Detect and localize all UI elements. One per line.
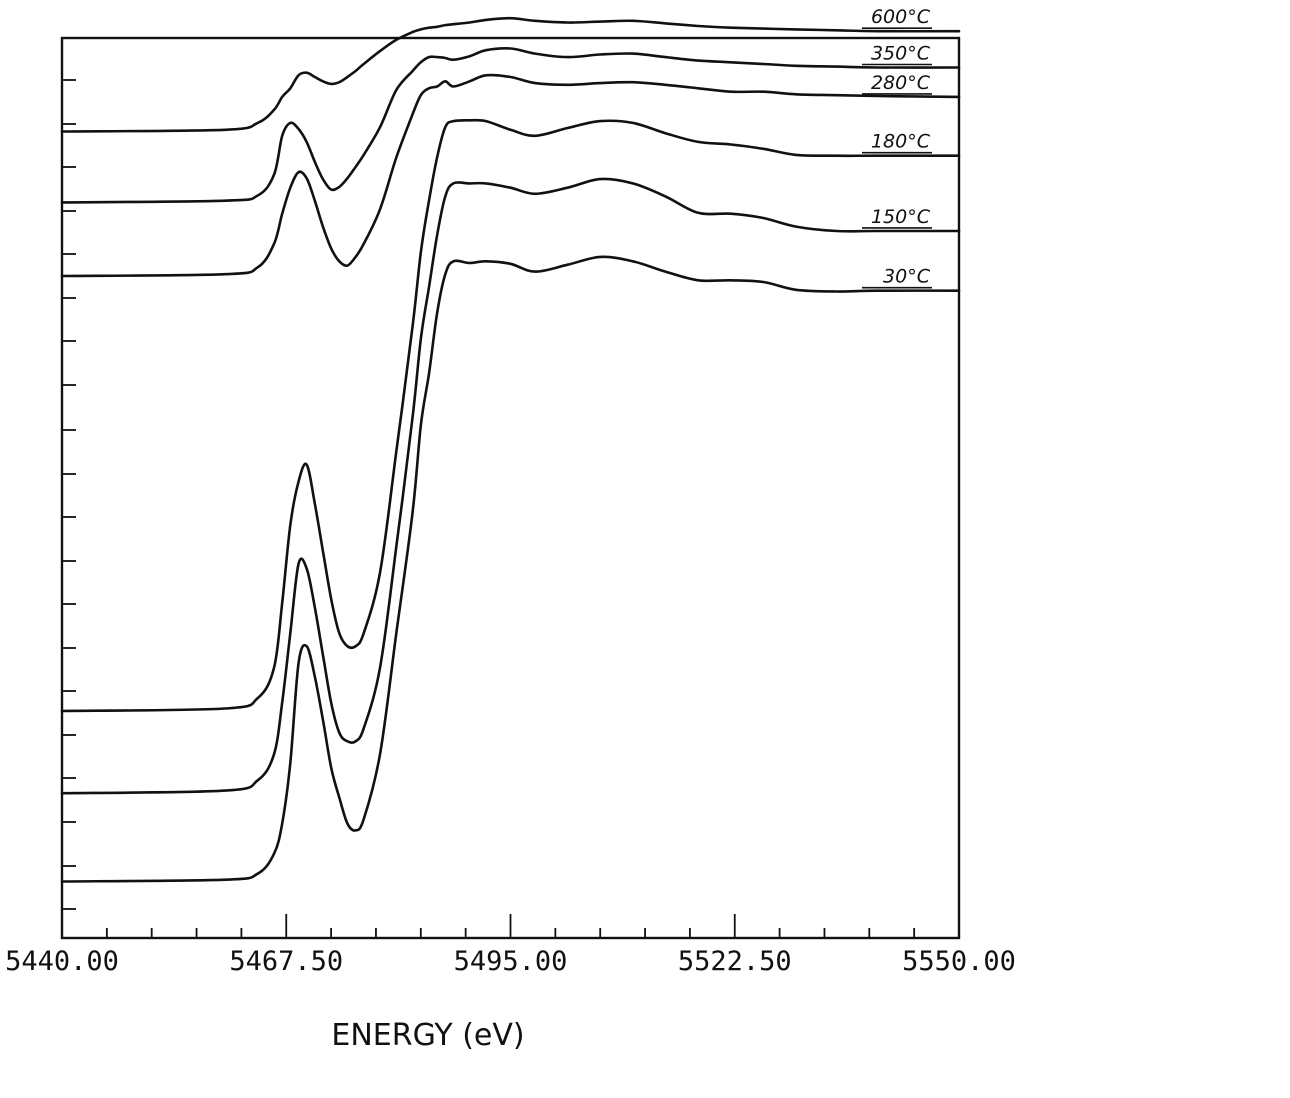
x-tick-label: 5467.50 [229, 946, 343, 977]
x-axis-ticks [105, 914, 916, 938]
series-label: 280°C [871, 72, 931, 94]
series-line [60, 73, 961, 278]
series-line [60, 177, 961, 795]
series-line [60, 47, 961, 204]
x-axis-label: ENERGY (eV) [331, 1018, 524, 1053]
series-line [60, 16, 961, 133]
series-line [60, 118, 961, 713]
series-label: 30°C [883, 266, 931, 288]
x-tick-labels: 5440.00 5467.50 5495.00 5522.50 5550.00 [5, 946, 1016, 977]
series-label: 150°C [871, 206, 931, 228]
x-tick-label: 5495.00 [454, 946, 568, 977]
y-axis-ticks [62, 79, 76, 910]
plot-frame [60, 36, 961, 940]
series-labels: 30°C 150°C 180°C 280°C 350°C 600°C [862, 6, 932, 289]
series-label: 180°C [871, 131, 931, 153]
series-line [60, 255, 961, 883]
series-label: 350°C [871, 42, 931, 64]
x-tick-label: 5522.50 [678, 946, 792, 977]
series-curves [60, 16, 961, 883]
x-tick-label: 5440.00 [5, 946, 119, 977]
x-tick-label: 5550.00 [902, 946, 1016, 977]
series-label: 600°C [871, 6, 931, 28]
